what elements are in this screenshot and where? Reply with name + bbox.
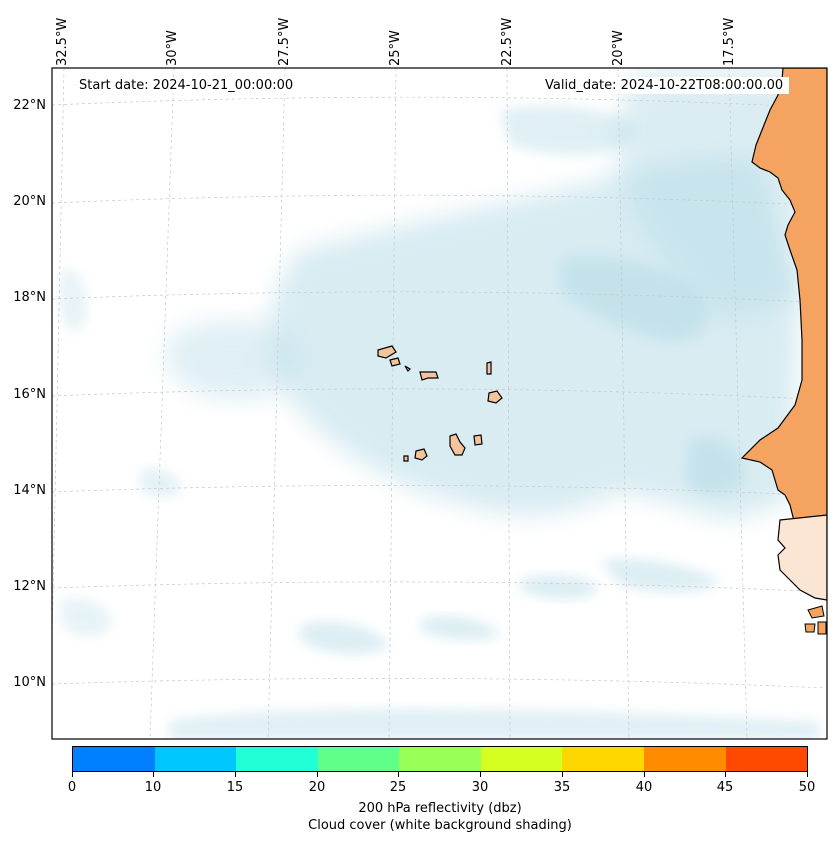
colorbar-tick [235,772,236,777]
longitude-label: 17.5°W [722,17,737,66]
colorbar-tick [725,772,726,777]
colorbar-tick-label: 25 [389,780,407,795]
colorbar-tick [562,772,563,777]
colorbar-tick-label: 45 [716,780,734,795]
colorbar-segment [73,747,155,771]
colorbar-segment [480,747,563,771]
longitude-label: 32.5°W [55,17,70,66]
colorbar-segment [399,747,481,771]
start-date-label: Start date: 2024-10-21_00:00:00 [73,77,300,94]
colorbar-tick [807,772,808,777]
senegal-region [777,514,827,601]
longitude-label: 27.5°W [277,17,292,66]
graticule [52,68,827,739]
longitude-label: 30°W [165,30,180,66]
africa-land [740,68,827,526]
cape-verde-islands [377,345,503,462]
colorbar-label-reflectivity: 200 hPa reflectivity (dbz) [358,801,522,816]
colorbar-segment [725,747,808,771]
colorbar-tick-label: 40 [635,780,653,795]
colorbar-tick [153,772,154,777]
longitude-label: 25°W [388,30,403,66]
colorbar-tick-label: 10 [144,780,162,795]
valid-date-label: Valid_date: 2024-10-22T08:00:00.00 [539,77,790,94]
latitude-label: 12°N [13,579,46,594]
colorbar-segment [154,747,237,771]
guinea-bissau-islands [804,605,827,635]
colorbar-segment [317,747,400,771]
map-frame [51,67,828,740]
cloud-cover-shading [60,70,820,739]
colorbar-tick-label: 20 [308,780,326,795]
colorbar-tick [398,772,399,777]
colorbar-tick-label: 15 [226,780,244,795]
colorbar-tick-label: 30 [471,780,489,795]
colorbar-segment [236,747,318,771]
colorbar-tick [72,772,73,777]
longitude-label: 22.5°W [500,17,515,66]
colorbar-segment [562,747,644,771]
latitude-label: 22°N [13,98,46,113]
colorbar-tick [317,772,318,777]
latitude-label: 20°N [13,194,46,209]
latitude-label: 14°N [13,483,46,498]
latitude-label: 10°N [13,675,46,690]
colorbar-tick [644,772,645,777]
colorbar-label-cloud-cover: Cloud cover (white background shading) [308,818,572,833]
reflectivity-colorbar [72,746,808,772]
colorbar-segment [643,747,726,771]
colorbar-tick-label: 50 [798,780,816,795]
latitude-label: 18°N [13,290,46,305]
colorbar-tick-label: 0 [67,780,77,795]
colorbar-tick-label: 35 [553,780,571,795]
colorbar-tick [480,772,481,777]
longitude-label: 20°W [611,30,626,66]
latitude-label: 16°N [13,387,46,402]
